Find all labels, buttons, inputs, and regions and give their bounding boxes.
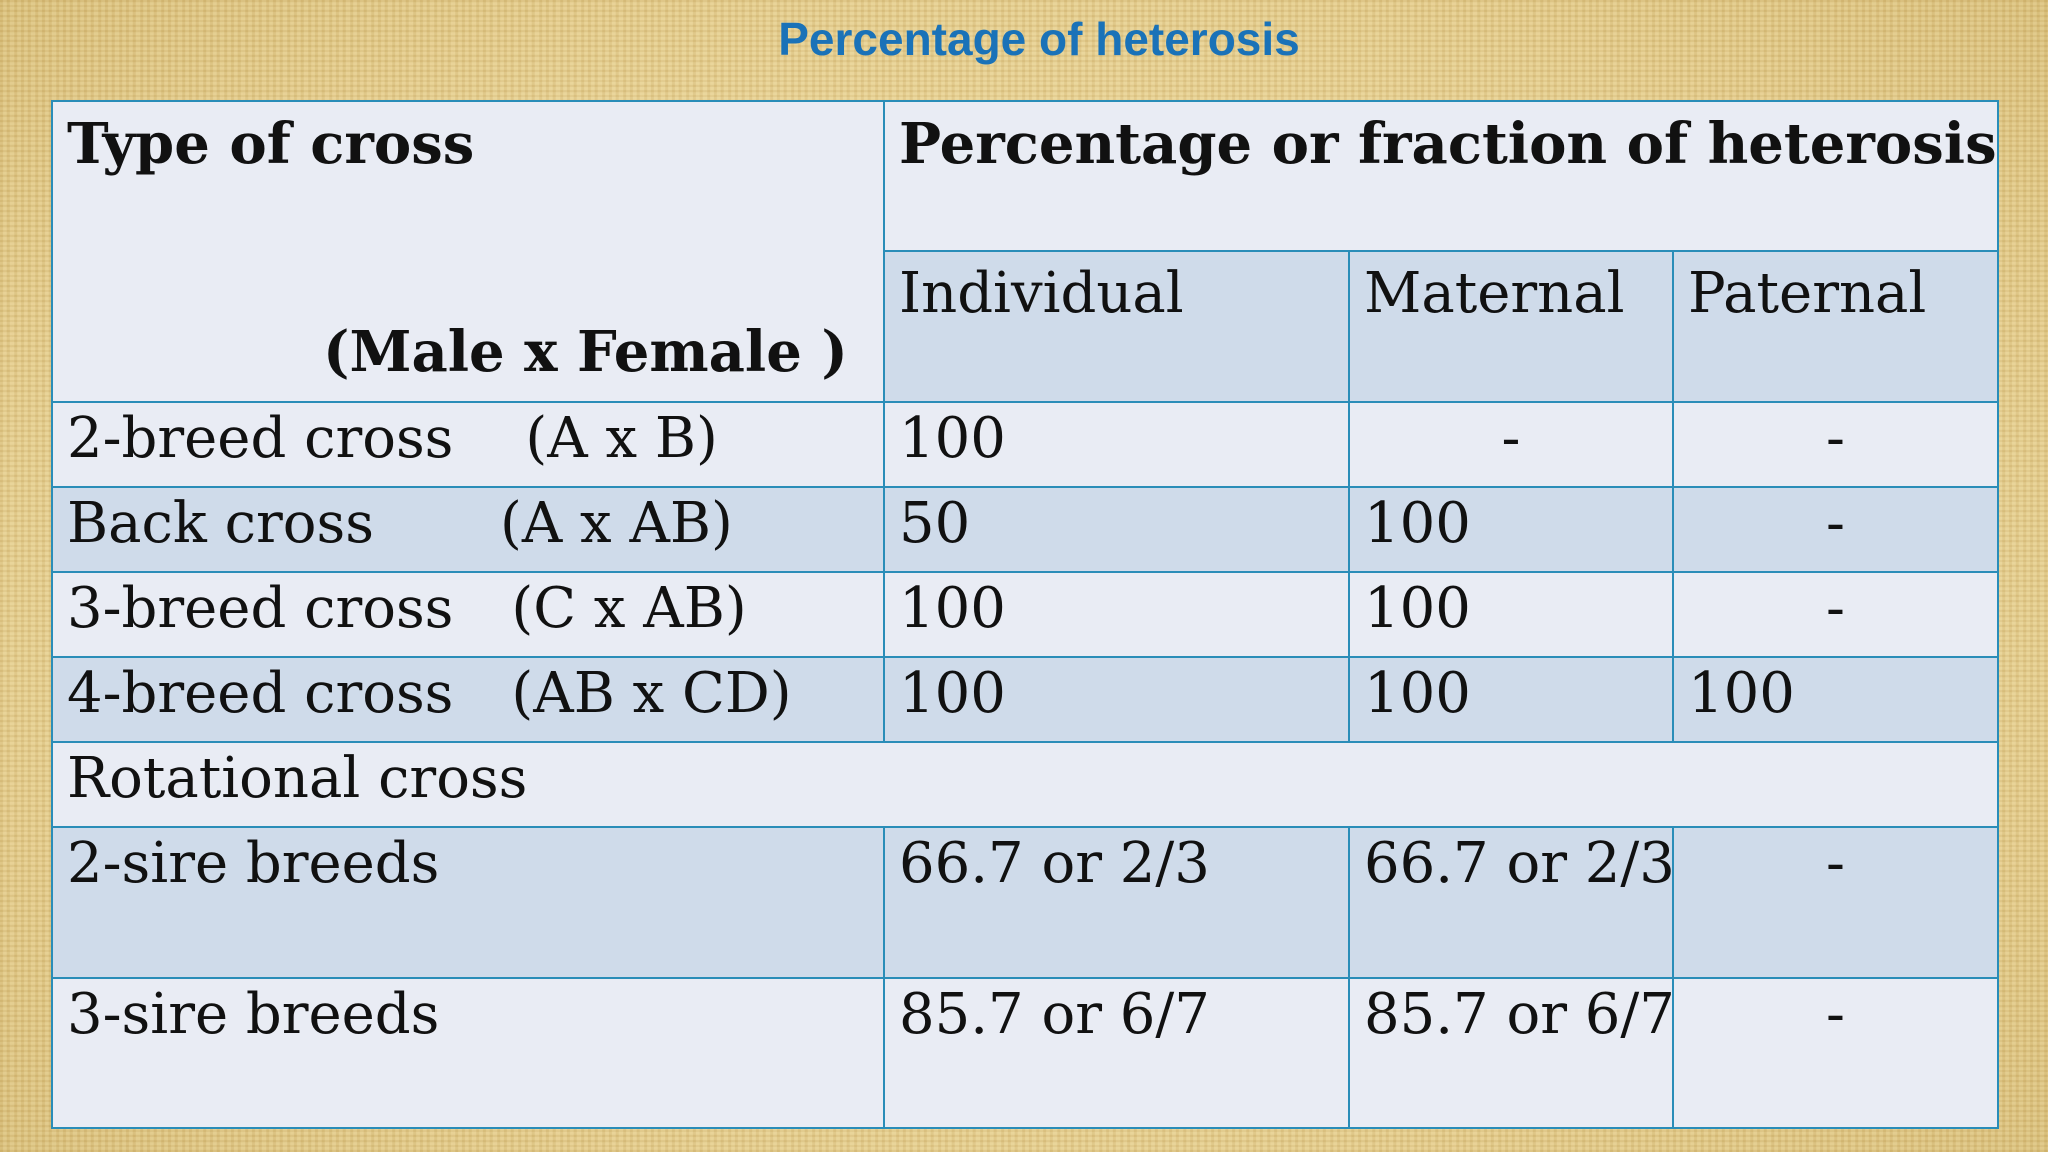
table-row: Rotational cross — [50, 741, 2000, 829]
maternal-cell: - — [1348, 400, 1674, 488]
cross-notation: (C x AB) — [511, 575, 747, 641]
paternal-cell: 100 — [1671, 656, 2000, 744]
header-percentage: Percentage or fraction of heterosis — [882, 99, 2000, 253]
table-row: 3-sire breeds 85.7 or 6/7 85.7 or 6/7 - — [51, 976, 2000, 1130]
cross-notation: (A x B) — [525, 405, 718, 471]
cross-name: 4-breed cross — [67, 661, 454, 727]
header-type-label: Type of cross — [67, 111, 475, 177]
paternal-cell: - — [1671, 485, 2000, 573]
cross-type-cell: 3-breed cross (C x AB) — [51, 570, 885, 659]
paternal-cell: - — [1671, 570, 2000, 659]
table-row: Back cross (A x AB) 50 100 - — [51, 485, 2000, 573]
header-paternal: Paternal — [1671, 250, 2000, 403]
individual-cell: 100 — [883, 656, 1350, 744]
cross-notation: (AB x CD) — [511, 661, 792, 727]
cross-name: 2-breed cross — [67, 405, 454, 471]
individual-cell: 66.7 or 2/3 — [883, 826, 1350, 979]
table-row: 2-breed cross (A x B) 100 - - — [51, 400, 2000, 488]
individual-cell: 100 — [883, 400, 1350, 488]
paternal-cell: - — [1671, 826, 2000, 979]
header-individual: Individual — [883, 250, 1350, 403]
header-male-female-label: (Male x Female ) — [323, 319, 848, 385]
maternal-cell: 100 — [1348, 485, 1674, 573]
paternal-cell: - — [1671, 976, 2000, 1130]
slide-title: Percentage of heterosis — [778, 13, 1300, 65]
individual-cell: 85.7 or 6/7 — [883, 976, 1350, 1130]
individual-cell: 50 — [883, 485, 1350, 573]
header-type-of-cross: Type of cross (Male x Female ) — [51, 100, 885, 403]
table-row: 4-breed cross (AB x CD) 100 100 100 — [51, 656, 2000, 744]
maternal-cell: 100 — [1348, 656, 1674, 744]
cross-type-cell: 3-sire breeds — [51, 976, 885, 1130]
header-maternal: Maternal — [1348, 250, 1674, 403]
rotational-cross-label: Rotational cross — [50, 741, 2000, 829]
cross-name: Back cross — [67, 490, 374, 556]
maternal-cell: 100 — [1348, 570, 1674, 659]
cross-type-cell: 4-breed cross (AB x CD) — [51, 656, 885, 744]
paternal-cell: - — [1671, 400, 2000, 488]
heterosis-table: Type of cross (Male x Female ) Percentag… — [50, 99, 2000, 1130]
cross-notation: (A x AB) — [499, 490, 733, 556]
cross-type-cell: Back cross (A x AB) — [51, 485, 885, 573]
maternal-cell: 66.7 or 2/3 — [1348, 826, 1674, 979]
individual-cell: 100 — [883, 570, 1350, 659]
table-row: 3-breed cross (C x AB) 100 100 - — [51, 570, 2000, 659]
table-row: 2-sire breeds 66.7 or 2/3 66.7 or 2/3 - — [51, 826, 2000, 979]
cross-name: 3-breed cross — [67, 575, 454, 641]
cross-type-cell: 2-breed cross (A x B) — [51, 400, 885, 488]
cross-type-cell: 2-sire breeds — [51, 826, 885, 979]
maternal-cell: 85.7 or 6/7 — [1348, 976, 1674, 1130]
